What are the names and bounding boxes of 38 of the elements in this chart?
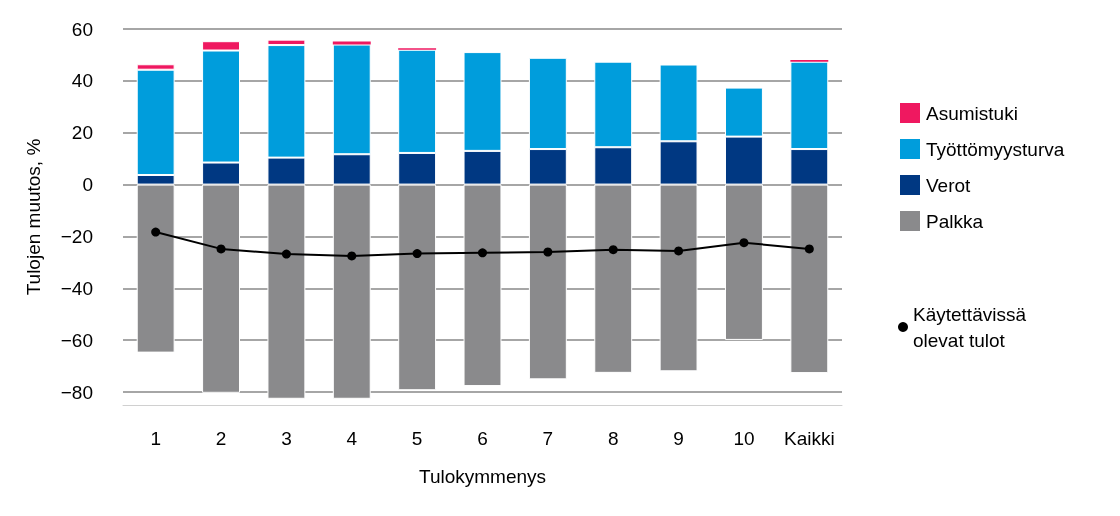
x-axis-title: Tulokymmenys bbox=[418, 466, 547, 487]
point bbox=[151, 227, 161, 237]
point bbox=[543, 247, 553, 257]
y-axis-title: Tulojen muutos, % bbox=[23, 138, 44, 296]
x-tick-label: 10 bbox=[733, 428, 755, 449]
x-tick-label: 3 bbox=[281, 428, 292, 449]
x-tick-label: 5 bbox=[411, 428, 423, 449]
bar bbox=[332, 41, 371, 45]
point bbox=[216, 244, 226, 254]
x-tick-label: 7 bbox=[542, 428, 554, 449]
y-tick-label: 20 bbox=[71, 122, 93, 144]
legend-label: Palkka bbox=[926, 210, 984, 232]
y-tick-label: 0 bbox=[82, 174, 93, 196]
point bbox=[608, 245, 618, 255]
y-tick-label: −20 bbox=[60, 225, 93, 247]
legend-label: Verot bbox=[926, 174, 972, 196]
point bbox=[804, 244, 814, 254]
y-tick-label: 40 bbox=[71, 70, 93, 92]
legend-label: Asumistuki bbox=[926, 102, 1018, 124]
x-tick-label: 4 bbox=[346, 428, 358, 449]
y-tick-label: −40 bbox=[60, 277, 93, 299]
x-tick-label: 2 bbox=[215, 428, 227, 449]
legend-label: Käytettävissä olevat tulot bbox=[913, 303, 1032, 351]
x-tick-label: 1 bbox=[150, 428, 161, 449]
point bbox=[478, 248, 487, 258]
point bbox=[739, 238, 749, 248]
legend-label: Työttömyysturva bbox=[926, 138, 1065, 160]
x-tick-label: 8 bbox=[607, 428, 619, 449]
x-tick-label: 6 bbox=[477, 428, 488, 449]
point bbox=[674, 246, 684, 256]
y-tick-label: −60 bbox=[60, 329, 93, 351]
point bbox=[412, 249, 422, 259]
y-tick-label: −80 bbox=[60, 381, 93, 403]
x-tick-label: Kaikki bbox=[783, 428, 835, 449]
point bbox=[347, 251, 357, 261]
y-tick-label: 60 bbox=[71, 18, 93, 40]
point bbox=[281, 249, 291, 259]
x-tick-label: 9 bbox=[673, 428, 684, 449]
